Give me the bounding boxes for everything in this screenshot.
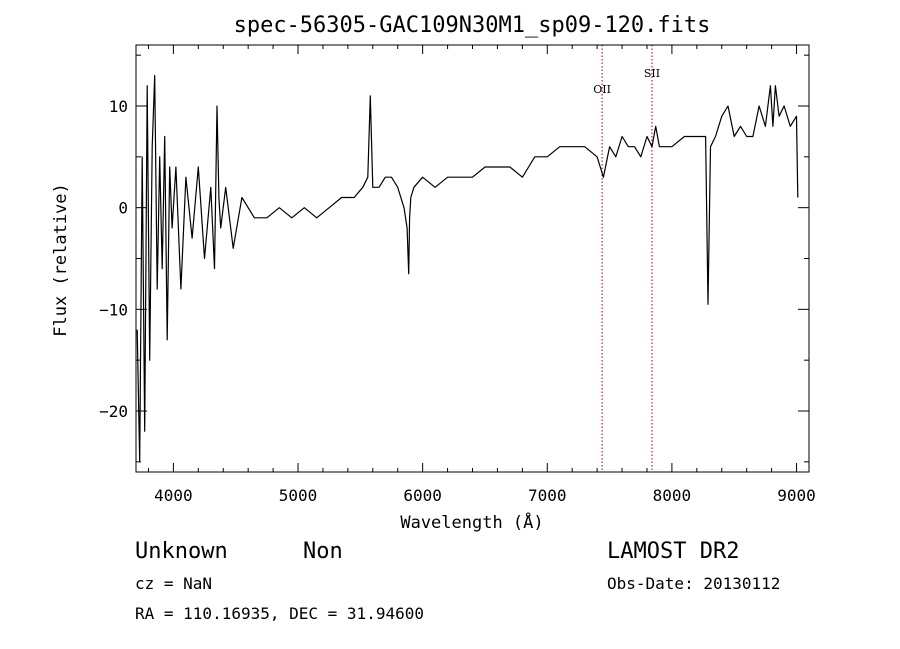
x-axis: 4000 5000 6000 7000 8000 9000 — [147, 45, 816, 505]
x-tick-label: 7000 — [528, 486, 567, 505]
marker-label: SII — [644, 67, 660, 80]
x-tick-label: 4000 — [154, 486, 193, 505]
x-tick-label: 9000 — [777, 486, 816, 505]
object-subclass: Non — [303, 539, 343, 564]
x-tick-label: 6000 — [403, 486, 442, 505]
survey-name: LAMOST DR2 — [607, 539, 740, 564]
object-class: Unknown — [135, 539, 228, 564]
observation-date: Obs-Date: 20130112 — [607, 574, 781, 593]
spectrum-chart: spec-56305-GAC109N30M1_sp09-120.fits OII… — [51, 13, 816, 533]
y-axis-label: Flux (relative) — [51, 183, 71, 337]
chart-title: spec-56305-GAC109N30M1_sp09-120.fits — [234, 13, 711, 38]
y-tick-label: −20 — [99, 402, 128, 421]
redshift-cz: cz = NaN — [135, 574, 213, 593]
x-axis-label: Wavelength (Å) — [400, 511, 543, 533]
marker-label: OII — [593, 83, 611, 96]
y-tick-label: 10 — [109, 97, 128, 116]
x-tick-label: 8000 — [653, 486, 692, 505]
plot-frame — [135, 44, 810, 473]
spectrum-line — [136, 74, 799, 463]
y-axis: −20 −10 0 10 — [99, 54, 809, 463]
coordinates: RA = 110.16935, DEC = 31.94600 — [135, 604, 424, 623]
y-tick-label: −10 — [99, 300, 128, 319]
x-tick-label: 5000 — [279, 486, 318, 505]
y-tick-label: 0 — [118, 199, 128, 218]
emission-line-markers: OII SII — [593, 45, 660, 472]
